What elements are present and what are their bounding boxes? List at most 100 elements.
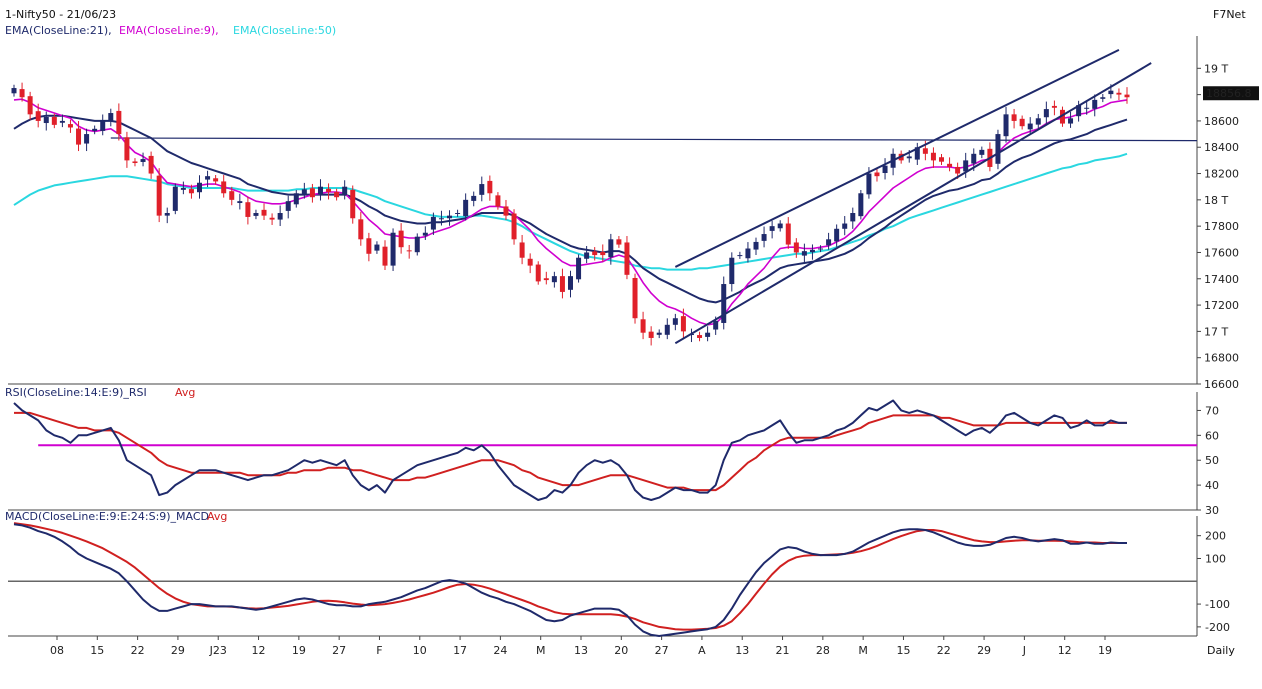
candle-body — [317, 186, 323, 195]
candle-body — [422, 232, 428, 236]
x-tick-label: 22 — [937, 644, 951, 657]
x-tick-label: 29 — [171, 644, 185, 657]
candle-body — [19, 89, 25, 98]
price-tick-label: 18 T — [1204, 194, 1228, 207]
candle-body — [414, 236, 420, 253]
x-tick-label: 22 — [131, 644, 145, 657]
candle-body — [350, 189, 356, 219]
candle-body — [769, 226, 775, 231]
candle-body — [374, 244, 380, 251]
candle-body — [592, 251, 598, 256]
candle-body — [229, 191, 235, 200]
candle-body — [1027, 123, 1033, 130]
trendline-upper — [674, 48, 1120, 268]
candle-body — [584, 252, 590, 259]
x-tick-label: 20 — [614, 644, 628, 657]
last-price-box — [1203, 86, 1259, 101]
rsi-avg-line — [14, 411, 1127, 492]
candle-body — [285, 201, 291, 211]
candle-body — [1124, 94, 1130, 98]
candle-body — [1059, 109, 1065, 124]
candle-body — [576, 257, 582, 280]
x-tick-label: 19 — [1098, 644, 1112, 657]
candle-body — [27, 96, 33, 115]
candle-body — [438, 218, 444, 220]
price-tick-label: 16600 — [1204, 378, 1239, 391]
candle-body — [801, 251, 807, 256]
candle-body — [761, 234, 767, 241]
legend-ema9[interactable]: EMA(CloseLine:9), — [119, 24, 219, 37]
candle-body — [205, 176, 211, 180]
candle-body — [124, 137, 130, 161]
x-tick-label: 21 — [776, 644, 790, 657]
price-tick-label: 19 T — [1204, 62, 1228, 75]
x-tick-label: 13 — [574, 644, 588, 657]
macd-title: MACD(CloseLine:E:9:E:24:S:9)_MACD — [5, 510, 209, 523]
ema21-line — [13, 114, 1128, 304]
legend-ema21[interactable]: EMA(CloseLine:21), — [5, 24, 112, 37]
candle-body — [648, 331, 654, 338]
candle-body — [261, 209, 267, 216]
x-tick-label: 19 — [292, 644, 306, 657]
x-tick-label: M — [536, 644, 546, 657]
macd-tick-label: 200 — [1205, 530, 1226, 543]
macd-tick-label: -200 — [1205, 621, 1230, 634]
candle-body — [366, 238, 372, 254]
candle-body — [527, 258, 533, 266]
candle-body — [906, 156, 912, 159]
candle-body — [132, 161, 138, 164]
candle-body — [1011, 114, 1017, 121]
candle-body — [850, 213, 856, 222]
candle-body — [1003, 114, 1009, 137]
candle-body — [616, 239, 622, 245]
x-tick-label: 15 — [90, 644, 104, 657]
candle-body — [672, 318, 678, 325]
macd-avg-label: Avg — [207, 510, 227, 523]
candle-body — [35, 111, 41, 121]
candle-body — [503, 206, 509, 216]
candle-body — [842, 223, 848, 229]
candle-body — [874, 172, 880, 177]
x-tick-label: M — [858, 644, 868, 657]
rsi-title: RSI(CloseLine:14:E:9)_RSI — [5, 386, 147, 399]
rsi-tick-label: 70 — [1205, 404, 1219, 417]
candle-body — [390, 232, 396, 266]
candle-body — [785, 223, 791, 245]
candle-body — [664, 324, 670, 335]
candle-body — [269, 217, 275, 220]
x-tick-label: A — [698, 644, 706, 657]
price-tick-label: 17400 — [1204, 273, 1239, 286]
candle-body — [535, 264, 541, 282]
candle-body — [309, 188, 315, 198]
x-tick-label: 28 — [816, 644, 830, 657]
candle-body — [971, 153, 977, 164]
candle-body — [455, 213, 461, 214]
x-tick-label: 15 — [896, 644, 910, 657]
macd-avg-line — [13, 522, 1127, 631]
candle-body — [818, 248, 824, 250]
candle-body — [92, 128, 98, 131]
x-tick-label: 12 — [252, 644, 266, 657]
candle-body — [495, 195, 501, 207]
horizontal-level-line — [110, 137, 1198, 142]
candle-body — [826, 239, 832, 246]
rsi-tick-label: 30 — [1205, 504, 1219, 517]
candle-body — [342, 186, 348, 196]
candle-body — [471, 195, 477, 201]
candle-body — [1019, 118, 1025, 127]
candle-body — [188, 189, 194, 194]
x-tick-label: J23 — [209, 644, 227, 657]
candle-body — [1084, 107, 1090, 109]
candle-body — [737, 255, 743, 257]
candle-body — [406, 250, 412, 252]
x-tick-label: 27 — [655, 644, 669, 657]
legend-ema50[interactable]: EMA(CloseLine:50) — [233, 24, 336, 37]
candle-body — [559, 276, 565, 292]
trendline-lower — [674, 62, 1152, 345]
macd-tick-label: 100 — [1205, 552, 1226, 565]
candle-body — [277, 213, 283, 220]
x-tick-label: 27 — [332, 644, 346, 657]
candle-body — [882, 165, 888, 174]
